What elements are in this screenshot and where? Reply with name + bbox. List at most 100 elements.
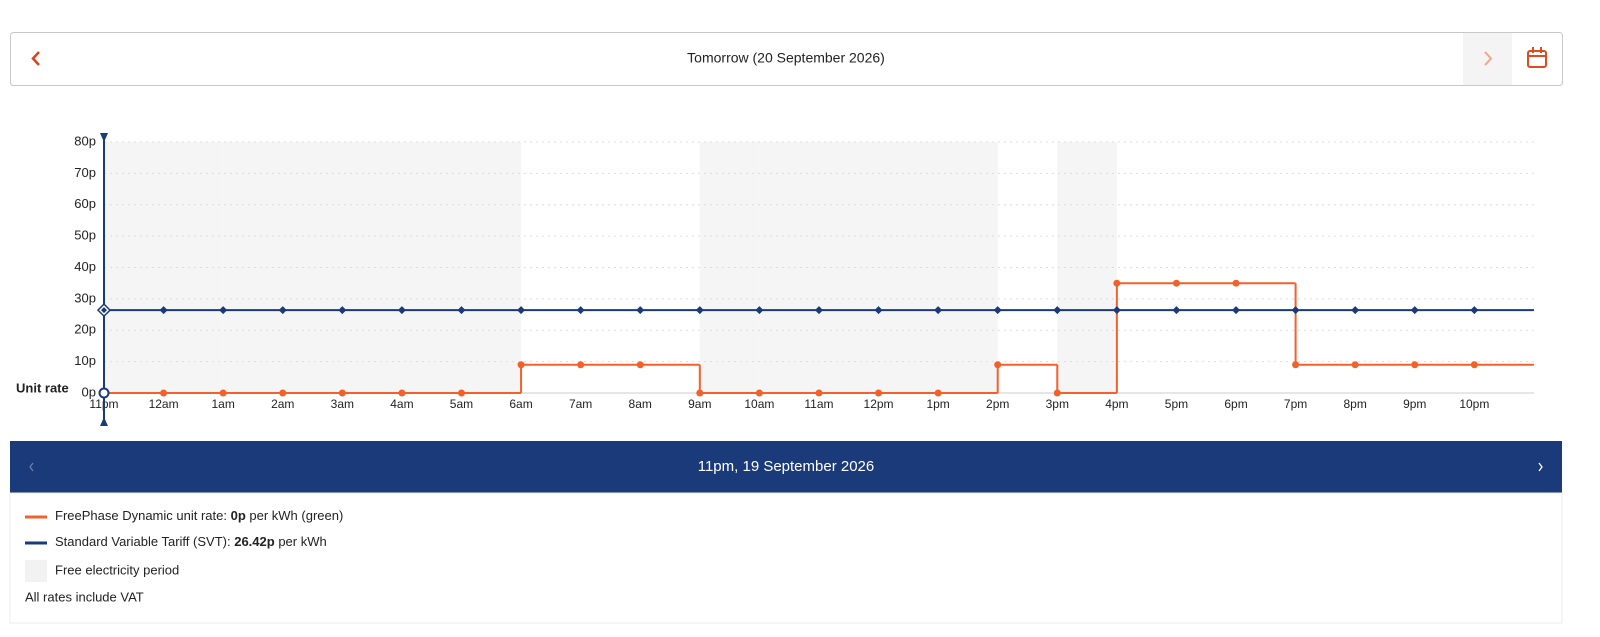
point-marker — [517, 361, 525, 369]
y-tick-label: 0p — [82, 384, 96, 399]
point-marker — [219, 389, 227, 397]
free-period — [342, 142, 402, 393]
x-tick-label: 7pm — [1284, 397, 1307, 411]
point-marker — [338, 389, 346, 397]
x-tick-label: 5pm — [1165, 397, 1188, 411]
x-tick-label: 2pm — [986, 397, 1009, 411]
next-point-button[interactable] — [1538, 462, 1543, 472]
point-marker — [755, 306, 764, 315]
point-marker — [457, 389, 465, 397]
point-marker — [398, 389, 406, 397]
x-tick-label: 5am — [450, 397, 473, 411]
x-tick-label: 4am — [390, 397, 413, 411]
point-marker — [457, 306, 466, 315]
chart: 0p10p20p30p40p50p60p70p80p11pm12am1am2am… — [74, 133, 1534, 426]
point-marker — [1470, 361, 1478, 369]
point-marker — [934, 389, 942, 397]
point-marker — [1053, 306, 1062, 315]
x-tick-label: 9am — [688, 397, 711, 411]
point-marker — [397, 306, 406, 315]
point-marker — [755, 389, 763, 397]
note: All rates include VAT — [25, 589, 144, 604]
point-marker — [814, 306, 823, 315]
point-marker — [695, 306, 704, 315]
point-marker — [338, 306, 347, 315]
date-bar — [10, 32, 1563, 86]
point-marker — [577, 361, 585, 369]
point-marker — [159, 306, 168, 315]
next-day-button-bg — [1463, 33, 1512, 85]
point-marker — [1232, 279, 1240, 287]
point-marker — [1053, 389, 1061, 397]
point-marker — [1410, 306, 1419, 315]
x-tick-label: 10am — [744, 397, 774, 411]
x-tick-label: 9pm — [1403, 397, 1426, 411]
point-marker — [576, 306, 585, 315]
point-marker — [636, 361, 644, 369]
legend-entry: Free electricity period — [55, 562, 179, 577]
y-tick-label: 30p — [74, 290, 96, 305]
point-marker — [993, 306, 1002, 315]
x-tick-label: 10pm — [1459, 397, 1489, 411]
y-axis-arrow — [100, 133, 108, 142]
legend-entry: Standard Variable Tariff (SVT): 26.42p p… — [55, 534, 327, 549]
prev-point-button[interactable] — [29, 462, 34, 472]
point-marker — [219, 306, 228, 315]
y-tick-label: 80p — [74, 133, 96, 148]
y-tick-label: 40p — [74, 259, 96, 274]
date-label: Tomorrow (20 September 2026) — [687, 50, 885, 66]
x-tick-label: 7am — [569, 397, 592, 411]
point-marker — [874, 306, 883, 315]
x-tick-label: 8am — [629, 397, 652, 411]
readout-bar — [10, 441, 1562, 493]
point-marker — [636, 306, 645, 315]
y-axis-label: Unit rate — [16, 380, 69, 395]
point-marker — [696, 389, 704, 397]
x-tick-label: 6am — [509, 397, 532, 411]
readout-title: 11pm, 19 September 2026 — [698, 458, 875, 475]
point-marker — [1351, 306, 1360, 315]
point-marker — [1232, 306, 1241, 315]
y-tick-label: 50p — [74, 228, 96, 243]
point-marker — [160, 389, 168, 397]
x-tick-label: 4pm — [1105, 397, 1128, 411]
free-period — [163, 142, 224, 393]
point-marker — [517, 306, 526, 315]
x-tick-label: 12am — [149, 397, 179, 411]
point-marker — [1470, 306, 1479, 315]
free-period — [104, 142, 164, 393]
point-marker — [994, 361, 1002, 369]
y-tick-label: 10p — [74, 353, 96, 368]
y-tick-label: 70p — [74, 165, 96, 180]
point-marker — [815, 389, 823, 397]
next-day-button[interactable] — [1484, 51, 1493, 66]
x-tick-label: 2am — [271, 397, 294, 411]
point-marker — [98, 387, 110, 399]
y-tick-label: 20p — [74, 322, 96, 337]
point-marker — [1411, 361, 1419, 369]
point-marker — [1292, 361, 1300, 369]
point-marker-core — [101, 307, 107, 314]
x-tick-label: 11am — [804, 397, 833, 411]
x-tick-label: 6pm — [1224, 397, 1247, 411]
x-tick-label: 8pm — [1344, 397, 1367, 411]
point-marker — [934, 306, 943, 315]
point-marker — [1351, 361, 1359, 369]
x-tick-label: 1am — [211, 397, 234, 411]
point-marker — [278, 306, 287, 315]
x-tick-label: 1pm — [926, 397, 949, 411]
calendar-button[interactable] — [1527, 47, 1547, 68]
prev-day-button[interactable] — [31, 51, 40, 66]
x-tick-label: 3am — [331, 397, 354, 411]
y-axis-arrow — [100, 417, 108, 426]
free-period — [938, 142, 998, 393]
point-marker — [875, 389, 883, 397]
point-marker — [279, 389, 287, 397]
legend-swatch — [25, 560, 47, 582]
point-marker — [1113, 279, 1121, 287]
x-tick-label: 3pm — [1046, 397, 1069, 411]
x-tick-label: 12pm — [864, 397, 894, 411]
point-marker — [1172, 279, 1180, 287]
